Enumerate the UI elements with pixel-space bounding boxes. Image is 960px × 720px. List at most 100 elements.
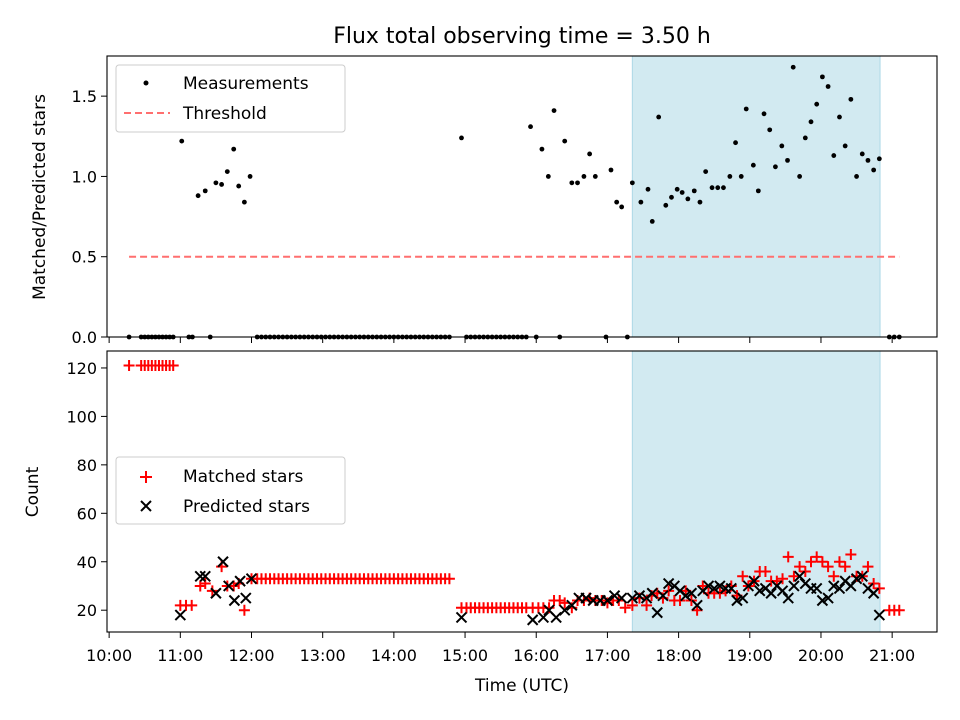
measurement-point	[842, 143, 848, 149]
measurement-point	[179, 138, 185, 144]
predicted-star-point	[210, 587, 222, 599]
count-points	[123, 360, 905, 626]
x-tick-label: 20:00	[798, 646, 844, 665]
measurement-point	[825, 84, 831, 89]
predicted-star-point	[782, 592, 794, 604]
measurement-point	[219, 182, 225, 187]
predicted-star-point	[615, 592, 628, 604]
measurement-point	[679, 190, 685, 195]
x-tick-label: 16:00	[513, 646, 559, 665]
matched-star-point	[839, 561, 851, 573]
matched-star-point	[674, 595, 686, 607]
bottom-y-tick-label: 120	[66, 359, 97, 378]
predicted-star-point	[199, 570, 211, 582]
predicted-star-point	[662, 577, 675, 590]
predicted-star-point	[174, 609, 187, 621]
predicted-star-point	[810, 582, 823, 595]
measurement-point	[569, 180, 575, 186]
matched-star-point	[238, 604, 250, 616]
predicted-star-point	[867, 587, 880, 599]
measurement-point	[663, 202, 669, 208]
measurement-point	[645, 186, 651, 192]
measurement-point	[459, 135, 464, 141]
measurement-point	[608, 167, 614, 173]
measurement-point	[224, 169, 230, 175]
predicted-star-point	[856, 570, 868, 582]
predicted-star-point	[646, 587, 658, 599]
matched-star-point	[873, 582, 885, 594]
measurement-point	[750, 162, 756, 168]
measurement-point	[691, 188, 697, 194]
measurement-point	[819, 74, 825, 80]
measurement-point	[575, 180, 580, 186]
measurement-point	[790, 64, 796, 70]
predicted-star-point	[633, 589, 646, 602]
predicted-star-point	[731, 594, 743, 607]
predicted-star-point	[228, 594, 241, 607]
predicted-star-point	[194, 570, 206, 582]
matched-star-point	[868, 578, 880, 590]
matched-star-point	[822, 561, 834, 573]
predicted-star-point	[873, 609, 886, 621]
measurement-point	[848, 96, 854, 102]
matched-star-point	[663, 585, 675, 597]
measurement-point	[871, 167, 877, 173]
matched-legend-label: Matched stars	[183, 467, 303, 487]
measurement-point	[767, 127, 773, 133]
matched-star-point	[626, 599, 638, 611]
measurement-point	[619, 204, 625, 210]
measurement-point	[743, 106, 749, 112]
predicted-star-point	[685, 587, 698, 599]
bottom-axes-frame	[106, 350, 938, 633]
measurement-point	[213, 180, 219, 186]
measurement-point	[587, 151, 593, 157]
x-tick-label: 15:00	[442, 646, 488, 665]
measurement-point	[761, 111, 767, 117]
measurement-point	[539, 146, 545, 152]
measurement-point	[837, 114, 842, 120]
predicted-star-point	[822, 592, 834, 604]
predicted-star-point	[702, 580, 715, 592]
matched-star-point	[641, 599, 653, 611]
predicted-star-point	[765, 587, 777, 599]
x-tick-label: 13:00	[300, 646, 346, 665]
predicted-star-point	[245, 572, 258, 585]
measurement-points	[126, 64, 902, 340]
measurement-point	[721, 185, 726, 191]
measurement-point	[831, 153, 837, 158]
measurement-point	[703, 169, 709, 175]
predicted-star-point	[223, 580, 235, 592]
measurement-point	[638, 199, 644, 205]
figure-title: Flux total observing time = 3.50 h	[333, 24, 711, 49]
measurement-point	[802, 135, 808, 141]
predicted-star-point	[816, 594, 829, 607]
matched-star-point	[714, 587, 726, 599]
matched-star-point	[828, 570, 840, 582]
predicted-star-point	[793, 570, 806, 582]
x-tick-label: 12:00	[228, 646, 274, 665]
measurement-point	[733, 140, 738, 146]
measurement-point	[755, 188, 761, 194]
predicted-star-point	[788, 580, 800, 592]
measurement-point	[195, 193, 201, 199]
predicted-star-point	[217, 556, 229, 568]
matched-star-point	[782, 551, 794, 563]
predicted-star-point	[725, 582, 737, 595]
measurement-point	[773, 164, 778, 170]
measurement-point	[614, 199, 620, 205]
x-tick-label: 18:00	[656, 646, 702, 665]
measurement-point	[247, 174, 253, 179]
predicted-star-point	[608, 589, 621, 602]
bottom-y-ticks: 20 40 60 80 100 120	[66, 359, 107, 620]
predicted-star-point	[748, 575, 760, 587]
matched-star-point	[554, 595, 566, 607]
matched-star-point	[759, 565, 771, 577]
bottom-y-axis-label: Count	[23, 466, 43, 517]
predicted-star-point	[234, 575, 246, 587]
top-y-axis-label: Matched/Predicted stars	[30, 94, 50, 300]
matched-star-point	[893, 604, 905, 616]
bottom-y-tick-label: 40	[77, 553, 97, 572]
matched-star-point	[123, 360, 135, 372]
matched-star-point	[737, 570, 749, 582]
